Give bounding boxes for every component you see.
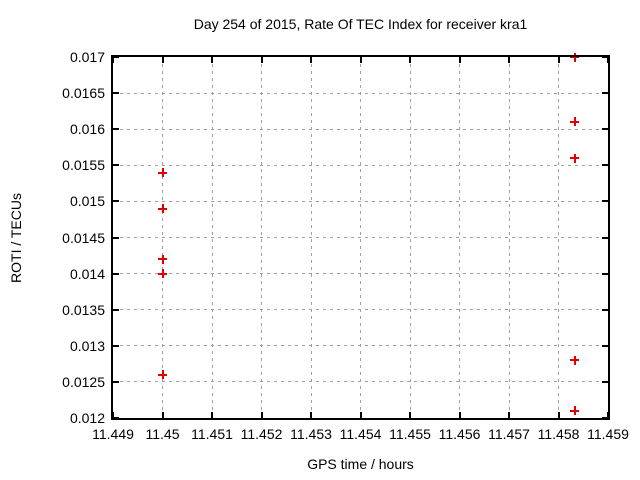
- y-axis-title: ROTI / TECUs: [8, 193, 24, 283]
- y-tick-label: 0.0135: [62, 301, 105, 318]
- y-tick-label: 0.0145: [62, 229, 105, 246]
- grid-line-vertical: [409, 57, 411, 418]
- grid-line-vertical: [459, 57, 460, 418]
- x-tick-label: 11.454: [339, 426, 382, 442]
- y-axis-tick-right: [602, 56, 608, 58]
- y-tick-label: 0.017: [69, 49, 105, 65]
- grid-line-vertical: [211, 57, 213, 418]
- y-axis-tick-left: [113, 200, 119, 203]
- x-tick-label: 11.459: [587, 426, 629, 442]
- x-axis-tick-top: [607, 57, 609, 63]
- y-axis-tick-right: [602, 272, 608, 275]
- y-axis-tick-left: [113, 56, 119, 58]
- y-axis-tick-right: [602, 200, 608, 203]
- x-axis-tick-bottom: [211, 412, 213, 418]
- y-axis-tick-left: [113, 92, 119, 95]
- x-axis-tick-top: [359, 57, 362, 63]
- x-tick-label: 11.452: [240, 426, 283, 442]
- y-tick-label: 0.0165: [62, 85, 105, 102]
- y-axis-tick-right: [602, 236, 608, 239]
- y-tick-label: 0.015: [69, 193, 105, 210]
- y-tick-label: 0.014: [69, 265, 105, 282]
- y-tick-label: 0.0155: [62, 157, 105, 174]
- data-point-marker: [570, 117, 580, 127]
- x-axis-tick-top: [508, 57, 510, 63]
- x-axis-tick-top: [161, 57, 164, 63]
- y-axis-tick-left: [113, 417, 119, 419]
- data-point-marker: [158, 204, 167, 214]
- data-point-marker: [158, 370, 167, 380]
- x-axis-tick-bottom: [161, 412, 164, 418]
- x-axis-tick-top: [211, 57, 213, 63]
- x-tick-label: 11.453: [290, 426, 332, 442]
- x-axis-tick-bottom: [310, 412, 312, 418]
- y-tick-label: 0.016: [69, 121, 105, 138]
- grid-line-vertical: [558, 57, 559, 418]
- x-axis-tick-top: [557, 57, 560, 63]
- x-axis-tick-bottom: [112, 412, 114, 418]
- plot-border: [111, 55, 610, 420]
- x-axis-tick-bottom: [557, 412, 560, 418]
- x-tick-label: 11.458: [537, 426, 580, 442]
- data-point-marker: [158, 168, 167, 178]
- x-tick-label: 11.456: [438, 426, 481, 442]
- y-axis-tick-left: [113, 380, 119, 383]
- y-axis-tick-right: [602, 92, 608, 95]
- x-tick-label: 11.455: [389, 426, 431, 442]
- y-axis-tick-right: [602, 164, 608, 167]
- data-point-marker: [570, 153, 580, 163]
- y-tick-label: 0.013: [69, 337, 105, 354]
- y-axis-tick-left: [113, 344, 119, 347]
- x-tick-label: 11.449: [92, 426, 134, 442]
- grid-line-vertical: [360, 57, 361, 418]
- x-axis-tick-top: [112, 57, 114, 63]
- x-axis-tick-top: [409, 57, 411, 63]
- x-axis-tick-bottom: [260, 412, 263, 418]
- data-point-marker: [570, 52, 580, 62]
- x-axis-tick-bottom: [359, 412, 362, 418]
- y-axis-tick-right: [602, 380, 608, 383]
- x-axis-tick-top: [260, 57, 263, 63]
- x-axis-title: GPS time / hours: [307, 456, 414, 472]
- grid-line-vertical: [310, 57, 312, 418]
- data-point-marker: [570, 355, 580, 365]
- y-axis-tick-right: [602, 128, 608, 131]
- x-tick-label: 11.451: [191, 426, 233, 442]
- data-point-marker: [570, 406, 580, 416]
- y-axis-tick-left: [113, 272, 119, 275]
- x-axis-tick-top: [458, 57, 461, 63]
- y-tick-label: 0.0125: [62, 373, 105, 390]
- chart-title: Day 254 of 2015, Rate Of TEC Index for r…: [193, 16, 528, 32]
- y-axis-tick-right: [602, 308, 608, 311]
- y-axis-tick-right: [602, 417, 608, 419]
- grid-line-vertical: [162, 57, 163, 418]
- y-axis-tick-right: [602, 344, 608, 347]
- x-tick-label: 11.45: [145, 426, 180, 442]
- grid-line-vertical: [508, 57, 510, 418]
- y-axis-tick-left: [113, 128, 119, 131]
- data-point-marker: [158, 254, 167, 264]
- data-point-marker: [158, 269, 167, 279]
- x-tick-label: 11.457: [488, 426, 530, 442]
- y-axis-tick-left: [113, 236, 119, 239]
- x-axis-tick-bottom: [458, 412, 461, 418]
- grid-line-vertical: [261, 57, 262, 418]
- y-axis-tick-left: [113, 164, 119, 167]
- x-axis-tick-bottom: [607, 412, 609, 418]
- x-axis-tick-bottom: [409, 412, 411, 418]
- x-axis-tick-top: [310, 57, 312, 63]
- y-axis-tick-left: [113, 308, 119, 311]
- y-tick-label: 0.012: [69, 410, 105, 426]
- x-axis-tick-bottom: [508, 412, 510, 418]
